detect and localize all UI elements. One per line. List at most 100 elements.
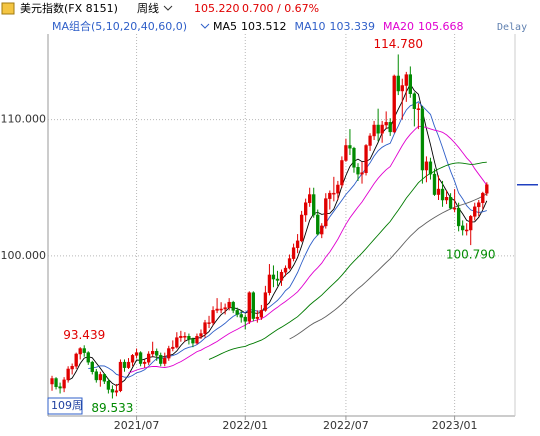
candle-body <box>420 108 425 171</box>
extreme-label: 100.790 <box>446 248 496 262</box>
x-tick-label: 2022/07 <box>323 419 369 432</box>
candle-body <box>78 348 82 355</box>
candle-body <box>452 207 457 210</box>
candle-body <box>352 147 356 168</box>
candle-body <box>207 322 211 324</box>
candle-body <box>481 192 485 203</box>
y-tick-label: 100.000 <box>1 249 47 262</box>
ma-legend: MA20 105.668 <box>383 20 464 33</box>
candle-body <box>102 374 107 382</box>
ma-line <box>128 125 488 374</box>
candle-body <box>360 172 364 175</box>
candle-body <box>336 184 340 194</box>
candle-body <box>275 278 280 281</box>
candle-body <box>303 202 308 216</box>
candle-body <box>388 122 392 133</box>
ma-legend: MA10 103.339 <box>295 20 376 33</box>
plot-area: 100.000 110.000 2021/07 2022/01 2022/07 2023/… <box>1 34 515 432</box>
candle-body <box>122 361 127 368</box>
candle-body <box>239 314 243 318</box>
candle-body <box>94 371 98 381</box>
candle-body <box>171 346 175 349</box>
candle-body <box>175 337 179 348</box>
candle-body <box>231 301 235 311</box>
candle-body <box>134 352 139 356</box>
candle-body <box>283 267 288 273</box>
candle-body <box>448 197 453 209</box>
candle-body <box>142 361 147 364</box>
ma-group[interactable]: MA组合(5,10,20,40,60,0) <box>52 19 187 33</box>
candle-body <box>279 271 284 281</box>
candle-body <box>308 194 312 203</box>
extreme-label: 89.533 <box>91 401 133 415</box>
candle-body <box>312 194 316 216</box>
candle-body <box>98 374 102 381</box>
candle-body <box>243 316 247 322</box>
candle-body <box>287 258 292 269</box>
candle-body <box>356 167 360 175</box>
candle-body <box>477 202 481 208</box>
period[interactable]: 周线 <box>137 1 159 15</box>
candle-body <box>271 274 276 280</box>
price: 105.220 <box>194 2 240 15</box>
candle-body <box>408 74 412 94</box>
candle-body <box>320 225 324 235</box>
candle-body <box>469 216 473 231</box>
candle-body <box>255 316 260 319</box>
candle-body <box>364 145 368 173</box>
ma-legend: MA5 103.512 <box>213 20 287 33</box>
candle-body <box>74 353 78 367</box>
dropdown-arrow[interactable] <box>163 5 173 11</box>
instrument: 美元指数(FX 8151) <box>20 1 118 15</box>
candle-body <box>70 366 74 370</box>
candle-body <box>291 247 296 259</box>
y-tick-label: 110.000 <box>1 113 47 126</box>
candle-body <box>66 368 70 381</box>
extreme-label: 93.439 <box>63 328 105 342</box>
candle-body <box>106 380 111 390</box>
candle-body <box>54 378 58 387</box>
candle-body <box>404 74 408 86</box>
candle-body <box>110 389 115 393</box>
candle-body <box>416 108 421 110</box>
ma-line <box>67 83 488 387</box>
candle-body <box>299 214 304 242</box>
candle-body <box>340 160 344 186</box>
candle-body <box>456 207 461 227</box>
candle-body <box>259 310 264 318</box>
ma-value: 103.339 <box>330 20 376 33</box>
candle-body <box>151 351 155 355</box>
ma-name: MA20 <box>383 20 414 33</box>
ma-line <box>289 193 488 340</box>
candle-body <box>372 124 376 137</box>
icon <box>1 2 15 15</box>
candle-body <box>344 145 348 161</box>
candle-body <box>167 348 171 359</box>
candle-body <box>424 161 429 171</box>
count-label: 109周 <box>51 399 83 412</box>
candle-body <box>428 161 433 175</box>
extreme-label: 114.780 <box>373 37 423 51</box>
candle-body <box>396 75 400 92</box>
candle-body <box>223 307 227 310</box>
candle-body <box>159 355 163 364</box>
candle-body <box>376 124 380 134</box>
candle-body <box>316 214 320 235</box>
delay: Delay <box>497 22 527 33</box>
candle-body <box>348 145 352 149</box>
candle-body <box>392 75 396 133</box>
candle-body <box>215 308 219 311</box>
candle-body <box>50 378 54 385</box>
candle-body <box>465 229 469 232</box>
candle-body <box>155 351 159 356</box>
candle-body <box>219 308 223 311</box>
ma-line <box>88 101 487 378</box>
candle-body <box>90 361 94 372</box>
candle-body <box>58 386 62 389</box>
dropdown-arrow[interactable] <box>200 23 210 29</box>
candle-body <box>163 357 167 364</box>
candle-body <box>267 274 272 293</box>
count-box <box>47 397 83 415</box>
candle-body <box>195 336 199 344</box>
